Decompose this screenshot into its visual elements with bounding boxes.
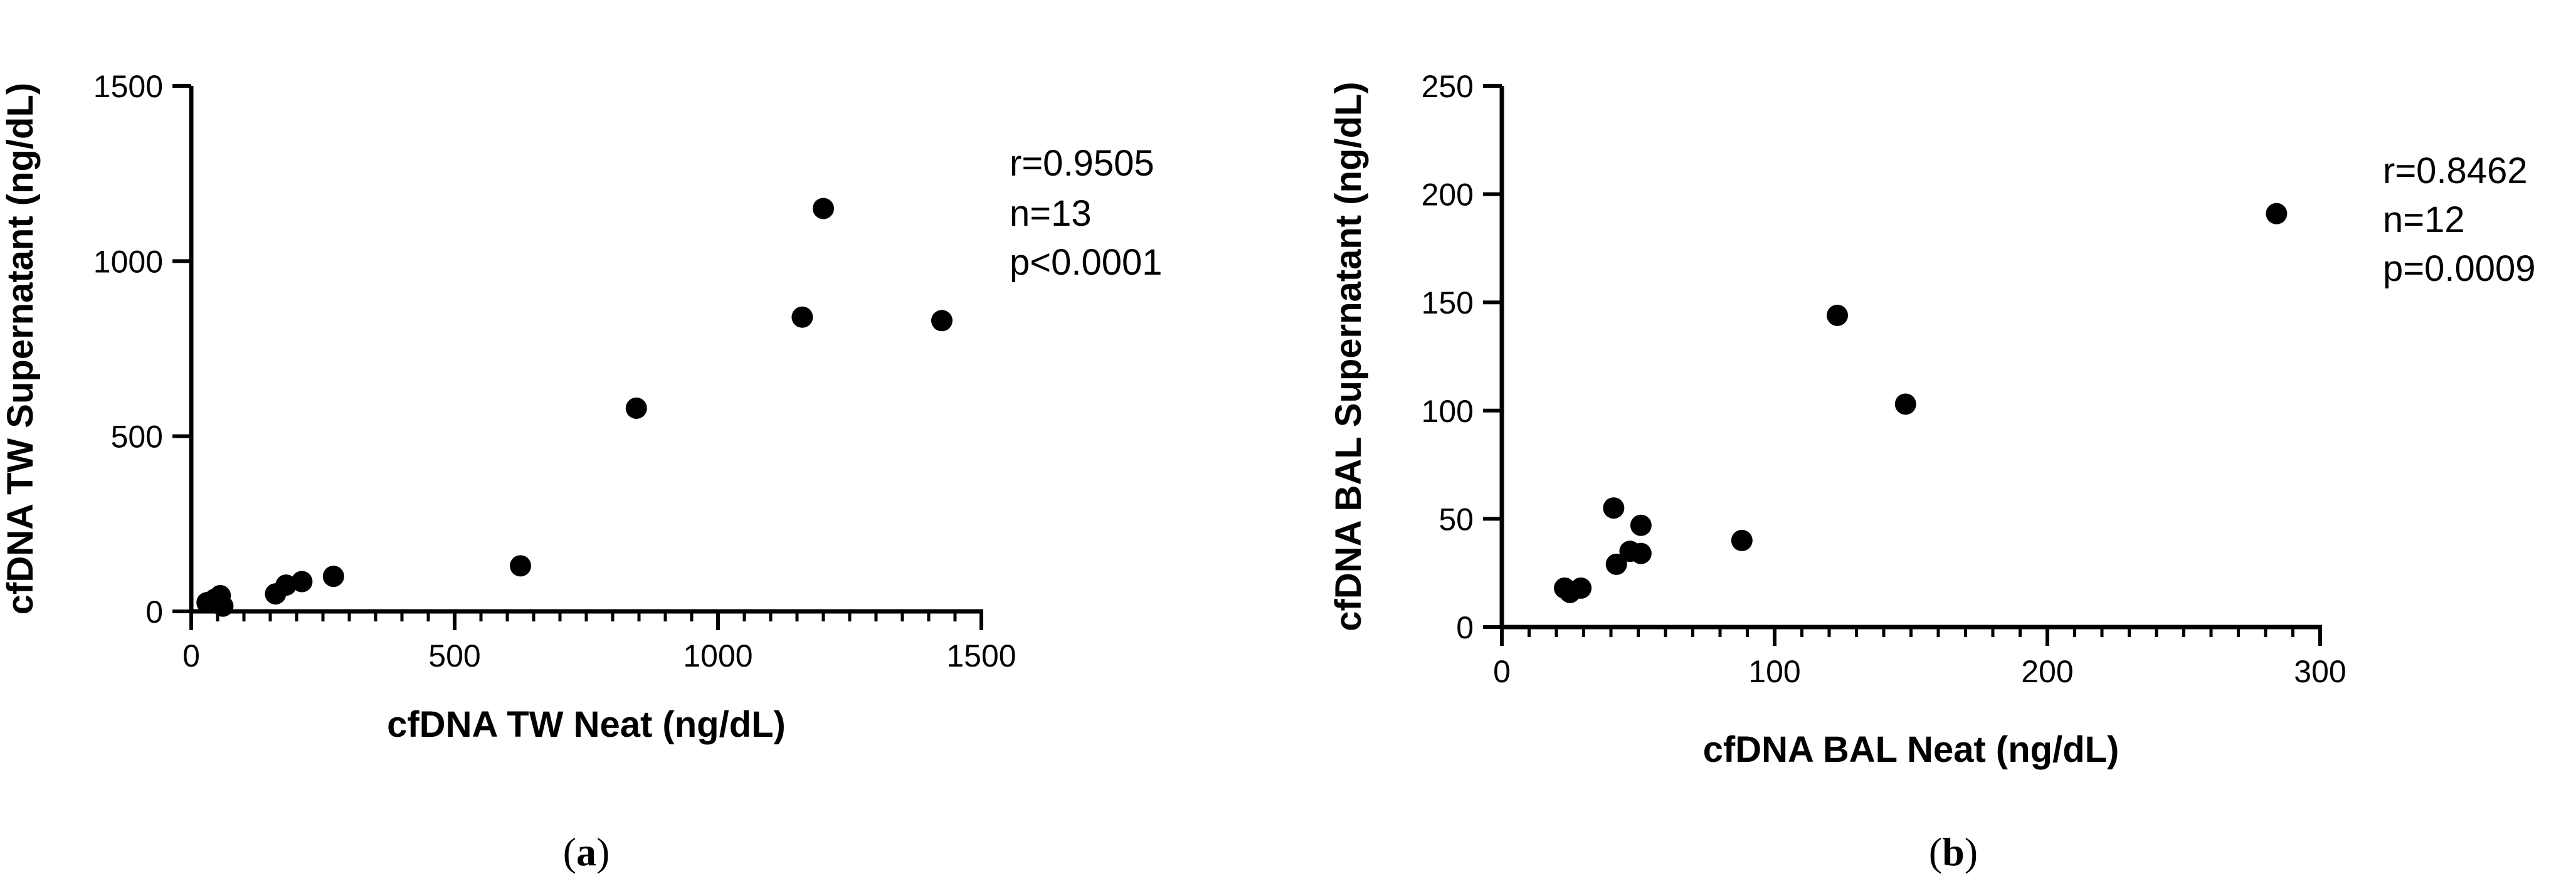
x-tick-label: 200: [2021, 654, 2073, 689]
data-point: [791, 306, 813, 328]
y-tick-label: 200: [1422, 177, 1474, 213]
data-point: [510, 555, 531, 577]
x-tick-label: 300: [2294, 654, 2346, 689]
data-point: [1827, 304, 1849, 326]
data-point: [1603, 497, 1625, 519]
y-tick-label: 50: [1438, 502, 1474, 537]
panel-label: (b): [1929, 830, 1978, 874]
y-axis-title: cfDNA BAL Supernatant (ng/dL): [1328, 82, 1369, 631]
y-tick-label: 500: [111, 420, 163, 455]
stat-annotation: n=13: [1010, 193, 1092, 234]
x-tick-label: 0: [1493, 654, 1511, 689]
stat-annotation: p=0.0009: [2383, 248, 2536, 289]
x-axis-title: cfDNA TW Neat (ng/dL): [387, 704, 786, 745]
scatter-panel-b: 0 100 200 300 0 50 100 150 200 250 cfDNA BAL Neat …: [1328, 69, 2536, 874]
data-point: [1630, 542, 1652, 564]
y-tick-label: 1000: [93, 244, 163, 279]
x-tick-label: 1500: [946, 638, 1016, 673]
x-tick-label: 1000: [683, 638, 752, 673]
y-tick-label: 0: [145, 594, 163, 630]
stat-annotation: p<0.0001: [1010, 242, 1163, 283]
data-point: [1605, 553, 1627, 575]
data-point: [212, 595, 234, 617]
data-point: [2266, 203, 2288, 224]
data-point: [1570, 577, 1592, 599]
stat-annotation: r=0.8462: [2383, 150, 2528, 191]
x-tick-label: 100: [1748, 654, 1800, 689]
data-point: [291, 571, 313, 593]
data-point: [1731, 529, 1753, 551]
x-tick-label: 0: [182, 638, 200, 673]
data-point: [1630, 514, 1652, 536]
stat-annotation: r=0.9505: [1010, 143, 1154, 184]
data-point: [813, 198, 834, 219]
x-tick-label: 500: [428, 638, 480, 673]
data-point: [322, 566, 344, 588]
x-axis-title: cfDNA BAL Neat (ng/dL): [1703, 729, 2119, 770]
panel-label: (a): [563, 830, 610, 874]
y-tick-label: 250: [1422, 69, 1474, 104]
scatter-panel-a: 0 500 1000 1500 0 500 1000 1500 cfDNA TW Neat (n…: [0, 69, 1163, 874]
data-point: [931, 310, 953, 332]
y-tick-label: 150: [1422, 285, 1474, 320]
y-tick-label: 100: [1422, 394, 1474, 429]
y-tick-label: 0: [1456, 610, 1474, 645]
data-point: [1894, 393, 1916, 415]
stat-annotation: n=12: [2383, 199, 2465, 240]
data-point: [625, 397, 647, 419]
y-tick-label: 1500: [93, 69, 163, 104]
y-axis-title: cfDNA TW Supernatant (ng/dL): [0, 83, 41, 615]
